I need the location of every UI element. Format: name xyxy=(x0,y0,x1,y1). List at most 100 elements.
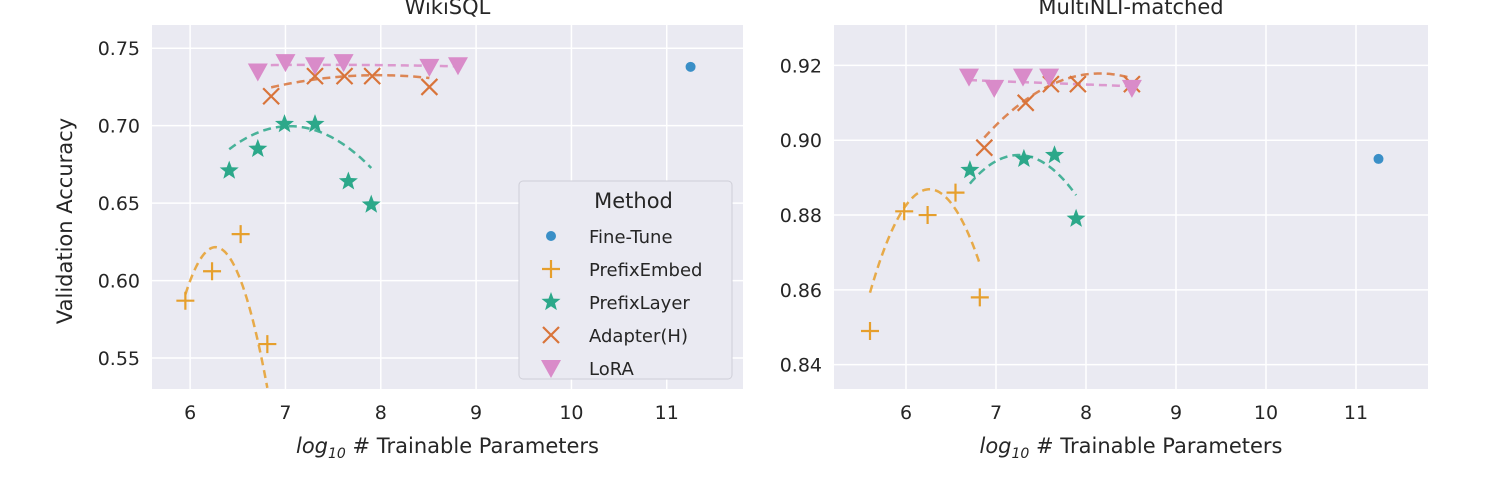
y-tick-label: 0.75 xyxy=(98,38,140,60)
legend-box xyxy=(518,180,733,380)
legend-marker-lora xyxy=(541,360,561,378)
legend-marker-prefixembed xyxy=(542,260,560,278)
legend-title: Method xyxy=(594,189,673,213)
legend-items: Fine-Tune PrefixEmbed PrefixLayer Adapter(H… xyxy=(541,227,702,380)
point-lora xyxy=(447,57,468,76)
y-axis-label: Validation Accuracy xyxy=(53,118,77,324)
x-tick-label: 10 xyxy=(1254,402,1278,424)
point-prefixlayer xyxy=(1044,145,1065,164)
point-prefixembed xyxy=(895,202,914,221)
point-prefixlayer xyxy=(1066,208,1086,227)
trend-line-lora xyxy=(257,63,459,68)
point-adapter-h xyxy=(335,67,354,85)
legend-marker-adapter-h xyxy=(542,326,560,344)
legend-label: Adapter(H) xyxy=(589,326,688,347)
x-tick-label: 10 xyxy=(559,402,583,424)
point-prefixembed xyxy=(203,262,222,281)
x-tick-label: 7 xyxy=(990,402,1002,424)
x-axis-label-sub: 10 xyxy=(328,446,346,462)
point-lora xyxy=(247,63,268,82)
x-tick-label: 6 xyxy=(184,402,196,424)
legend-label: Fine-Tune xyxy=(589,227,673,248)
trend-line-prefixembed xyxy=(868,188,981,294)
point-fine-tune xyxy=(685,61,696,72)
tick-labels: 6 7 8 9 10 11 0.55 0.60 0.65 0.70 0.75 xyxy=(98,38,679,424)
chart-title: WikiSQL xyxy=(405,0,491,19)
point-prefixlayer xyxy=(219,160,239,179)
point-lora xyxy=(1039,68,1060,87)
point-prefixlayer xyxy=(305,114,325,133)
point-prefixlayer xyxy=(960,160,980,179)
trend-line-prefixembed xyxy=(184,245,269,389)
trend-line-adapter-h xyxy=(270,73,430,89)
y-tick-label: 0.65 xyxy=(98,193,140,215)
plot-area xyxy=(834,25,1428,389)
legend-label: PrefixLayer xyxy=(589,293,690,314)
point-prefixembed xyxy=(231,225,250,244)
x-axis-label: log10 # Trainable Parameters xyxy=(979,434,1282,462)
point-lora xyxy=(305,57,326,76)
point-prefixlayer xyxy=(248,138,268,158)
x-axis-label-rest: # Trainable Parameters xyxy=(1029,434,1282,458)
point-prefixlayer xyxy=(1014,148,1034,168)
y-tick-label: 0.84 xyxy=(780,355,822,377)
legend-label: PrefixEmbed xyxy=(589,260,702,281)
point-prefixembed xyxy=(258,335,277,354)
point-adapter-h xyxy=(1016,94,1035,112)
point-lora xyxy=(333,54,354,73)
y-tick-label: 0.90 xyxy=(780,130,822,152)
chart-title: MultiNLI-matched xyxy=(1038,0,1223,19)
x-tick-label: 11 xyxy=(1344,402,1368,424)
point-prefixembed xyxy=(918,206,937,225)
y-tick-label: 0.92 xyxy=(780,55,822,77)
point-lora xyxy=(1121,79,1142,98)
point-lora xyxy=(984,79,1005,98)
chart-multinli-matched: 6 7 8 9 10 11 0.84 0.86 0.88 0.90 0.92 MultiNLI-ma… xyxy=(780,0,1428,462)
x-tick-label: 11 xyxy=(655,402,679,424)
data-points xyxy=(176,54,696,354)
point-adapter-h xyxy=(306,67,324,85)
y-tick-label: 0.70 xyxy=(98,116,140,138)
chart-wikisql: 6 7 8 9 10 11 0.55 0.60 0.65 0.70 0.75 WikiSQL Val… xyxy=(53,0,743,462)
point-adapter-h xyxy=(363,67,381,85)
y-tick-label: 0.60 xyxy=(98,271,140,293)
x-tick-label: 6 xyxy=(900,402,912,424)
data-points xyxy=(861,68,1384,341)
point-lora xyxy=(275,54,296,73)
x-axis-label-rest: # Trainable Parameters xyxy=(346,434,599,458)
point-prefixlayer xyxy=(361,194,381,213)
x-axis-label-log: log xyxy=(979,434,1011,458)
trend-lines xyxy=(184,63,459,389)
x-tick-label: 8 xyxy=(1080,402,1092,424)
point-prefixembed xyxy=(970,288,989,307)
x-tick-label: 7 xyxy=(279,402,291,424)
point-adapter-h xyxy=(975,138,994,157)
x-axis-label-log: log xyxy=(296,434,328,458)
point-prefixembed xyxy=(861,322,879,341)
point-fine-tune xyxy=(1373,153,1384,164)
y-tick-label: 0.55 xyxy=(98,348,140,370)
point-prefixlayer xyxy=(338,171,358,190)
legend: Method Fine-Tune PrefixEmbed PrefixLayer Ad… xyxy=(518,180,733,380)
x-tick-label: 8 xyxy=(375,402,387,424)
y-tick-label: 0.86 xyxy=(780,280,822,302)
tick-labels: 6 7 8 9 10 11 0.84 0.86 0.88 0.90 0.92 xyxy=(780,55,1368,424)
trend-line-prefixlayer xyxy=(228,124,373,169)
x-tick-label: 9 xyxy=(470,402,482,424)
y-tick-label: 0.88 xyxy=(780,205,822,227)
x-axis-label: log10 # Trainable Parameters xyxy=(296,434,599,462)
trend-line-adapter-h xyxy=(983,72,1133,139)
point-prefixembed xyxy=(176,291,195,310)
x-tick-label: 9 xyxy=(1170,402,1182,424)
point-lora xyxy=(419,58,440,77)
point-adapter-h xyxy=(1069,75,1087,93)
point-prefixlayer xyxy=(274,114,295,133)
point-prefixembed xyxy=(946,183,965,202)
point-adapter-h xyxy=(420,78,439,96)
legend-label: LoRA xyxy=(589,359,635,380)
legend-marker-fine-tune xyxy=(546,231,556,241)
point-lora xyxy=(959,68,979,87)
point-adapter-h xyxy=(262,87,280,106)
x-axis-label-sub: 10 xyxy=(1012,446,1030,462)
